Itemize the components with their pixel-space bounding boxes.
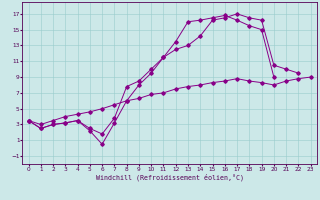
X-axis label: Windchill (Refroidissement éolien,°C): Windchill (Refroidissement éolien,°C) [96,174,244,181]
